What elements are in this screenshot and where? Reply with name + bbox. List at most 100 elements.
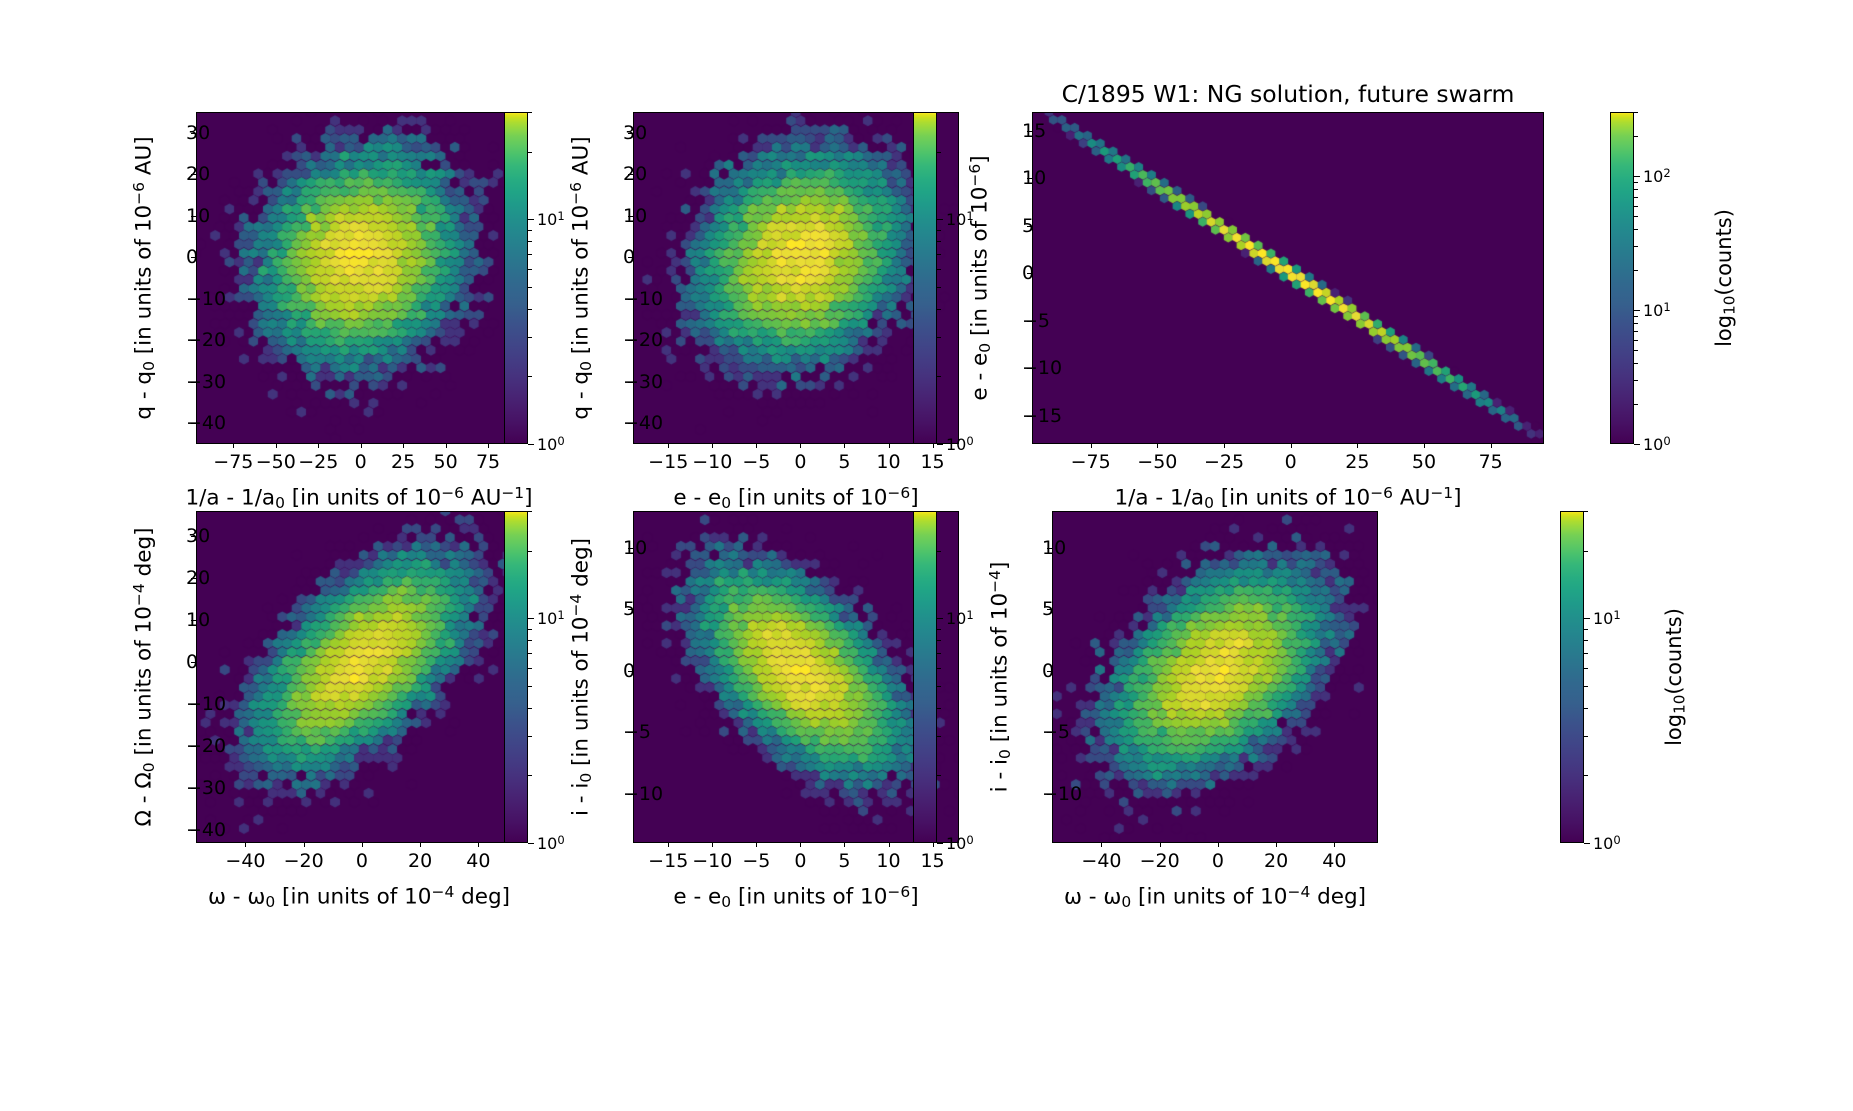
axes-spine-bottom-4 <box>196 842 522 843</box>
x-tick-label-2-6: 15 <box>920 451 945 473</box>
hexbin-density-1 <box>196 112 522 444</box>
x-tick-label-6-0: −40 <box>1081 850 1122 872</box>
y-tick-mark-4-2 <box>191 620 196 622</box>
x-tick-label-1-5: 50 <box>433 451 458 473</box>
colorbar-tick-6-0-7 <box>1584 653 1588 655</box>
colorbar-tick-1-0-2 <box>528 376 532 378</box>
x-axis-label-2: e - e0 [in units of 10−6] <box>673 484 919 512</box>
plot-area-2 <box>633 112 959 444</box>
x-axis-label-1: 1/a - 1/a0 [in units of 10−6 AU−1] <box>185 484 533 512</box>
colorbar-1 <box>504 112 528 444</box>
y-tick-mark-1-2 <box>191 215 196 217</box>
plot-area-3 <box>1032 112 1544 444</box>
colorbar-tick-label-2-1: 101 <box>946 209 974 230</box>
x-tick-mark-2-3 <box>800 443 802 448</box>
y-tick-mark-6-0 <box>1047 547 1052 549</box>
y-tick-mark-3-3 <box>1027 273 1032 275</box>
colorbar-tick-6-0-2 <box>1584 775 1588 777</box>
colorbar-tick-3-2-1 <box>1634 175 1640 177</box>
x-axis-label-5: e - e0 [in units of 10−6] <box>673 883 919 911</box>
axes-spine-top-2 <box>633 112 959 113</box>
x-tick-mark-4-3 <box>420 842 422 847</box>
colorbar-tick-2-0-3 <box>937 336 941 338</box>
colorbar-tick-6-1-2 <box>1584 550 1588 552</box>
x-tick-mark-5-0 <box>668 842 670 847</box>
colorbar-4 <box>504 511 528 843</box>
y-tick-mark-2-7 <box>628 423 633 425</box>
colorbar-tick-3-2-3 <box>1634 112 1638 113</box>
colorbar-tick-2-0-1 <box>937 444 943 445</box>
x-tick-mark-4-1 <box>303 842 305 847</box>
hexbin-density-6 <box>1052 511 1378 843</box>
x-tick-mark-3-6 <box>1490 443 1492 448</box>
y-axis-label-2: q - q0 [in units of 10−6 AU] <box>567 136 595 420</box>
colorbar-tick-3-1-3 <box>1634 246 1638 248</box>
x-tick-mark-1-4 <box>403 443 405 448</box>
axes-spine-left-2 <box>633 112 634 444</box>
colorbar-tick-2-0-4 <box>937 308 941 310</box>
x-tick-label-1-0: −75 <box>213 451 254 473</box>
y-tick-mark-2-3 <box>628 257 633 259</box>
x-tick-label-6-4: 40 <box>1322 850 1347 872</box>
plot-area-1 <box>196 112 522 444</box>
x-tick-mark-5-6 <box>932 842 934 847</box>
colorbar-tick-label-3-2: 102 <box>1643 166 1671 186</box>
colorbar-tick-1-1-3 <box>528 112 532 113</box>
x-tick-label-1-4: 25 <box>391 451 416 473</box>
colorbar-tick-4-0-7 <box>528 653 532 655</box>
x-tick-label-1-6: 75 <box>475 451 501 473</box>
colorbar-tick-5-0-4 <box>937 707 941 709</box>
axes-spine-bottom-5 <box>633 842 959 843</box>
x-axis-label-4: ω - ω0 [in units of 10−4 deg] <box>207 883 511 911</box>
colorbar-tick-2-1-3 <box>937 112 941 113</box>
x-tick-label-5-3: 0 <box>794 850 807 872</box>
colorbar-tick-2-0-5 <box>937 286 941 288</box>
colorbar-title-6: log10(counts) <box>1662 608 1689 746</box>
colorbar-tick-4-0-6 <box>528 668 532 670</box>
hexbin-density-5 <box>633 511 959 843</box>
colorbar-tick-1-1-2 <box>528 151 532 153</box>
colorbar-tick-label-3-0: 100 <box>1643 434 1671 454</box>
axes-spine-bottom-1 <box>196 443 522 444</box>
colorbar-tick-6-0-3 <box>1584 735 1588 737</box>
colorbar-tick-5-0-7 <box>937 653 941 655</box>
colorbar-tick-label-5-0: 100 <box>946 833 974 853</box>
colorbar-tick-4-0-2 <box>528 775 532 777</box>
x-tick-label-4-3: 20 <box>408 850 433 872</box>
x-tick-mark-4-2 <box>361 842 363 847</box>
x-tick-label-1-1: −50 <box>255 451 296 473</box>
colorbar-tick-5-1-3 <box>937 511 941 512</box>
y-tick-mark-4-4 <box>191 704 196 706</box>
colorbar-tick-2-0-2 <box>937 376 941 378</box>
y-tick-mark-6-3 <box>1047 732 1052 734</box>
x-tick-label-5-1: −10 <box>692 850 733 872</box>
axes-spine-right-6 <box>1377 511 1378 843</box>
y-tick-mark-1-3 <box>191 257 196 259</box>
x-tick-mark-6-3 <box>1276 842 1278 847</box>
colorbar-tick-6-0-1 <box>1584 843 1590 844</box>
x-tick-mark-2-2 <box>756 443 758 448</box>
figure-title: C/1895 W1: NG solution, future swarm <box>1061 80 1515 108</box>
colorbar-tick-3-0-3 <box>1634 380 1638 382</box>
y-tick-mark-1-0 <box>191 132 196 134</box>
colorbar-tick-2-0-7 <box>937 254 941 256</box>
plot-area-4 <box>196 511 522 843</box>
y-tick-mark-5-4 <box>628 793 633 795</box>
plot-area-5 <box>633 511 959 843</box>
colorbar-tick-3-1-5 <box>1634 216 1638 218</box>
colorbar-tick-label-3-1: 101 <box>1643 300 1671 320</box>
colorbar-tick-3-0-5 <box>1634 350 1638 352</box>
colorbar-gradient-2 <box>914 113 936 443</box>
x-tick-mark-1-2 <box>318 443 320 448</box>
colorbar-tick-5-1-1 <box>937 618 943 620</box>
x-tick-label-4-2: 0 <box>355 850 368 872</box>
y-tick-mark-5-0 <box>628 547 633 549</box>
axes-spine-right-2 <box>958 112 959 444</box>
x-tick-label-2-2: −5 <box>742 451 771 473</box>
x-tick-label-5-0: −15 <box>648 850 689 872</box>
colorbar-tick-3-1-7 <box>1634 196 1638 198</box>
colorbar-tick-1-0-6 <box>528 269 532 271</box>
x-tick-mark-1-0 <box>233 443 235 448</box>
colorbar-tick-3-0-8 <box>1634 322 1638 324</box>
